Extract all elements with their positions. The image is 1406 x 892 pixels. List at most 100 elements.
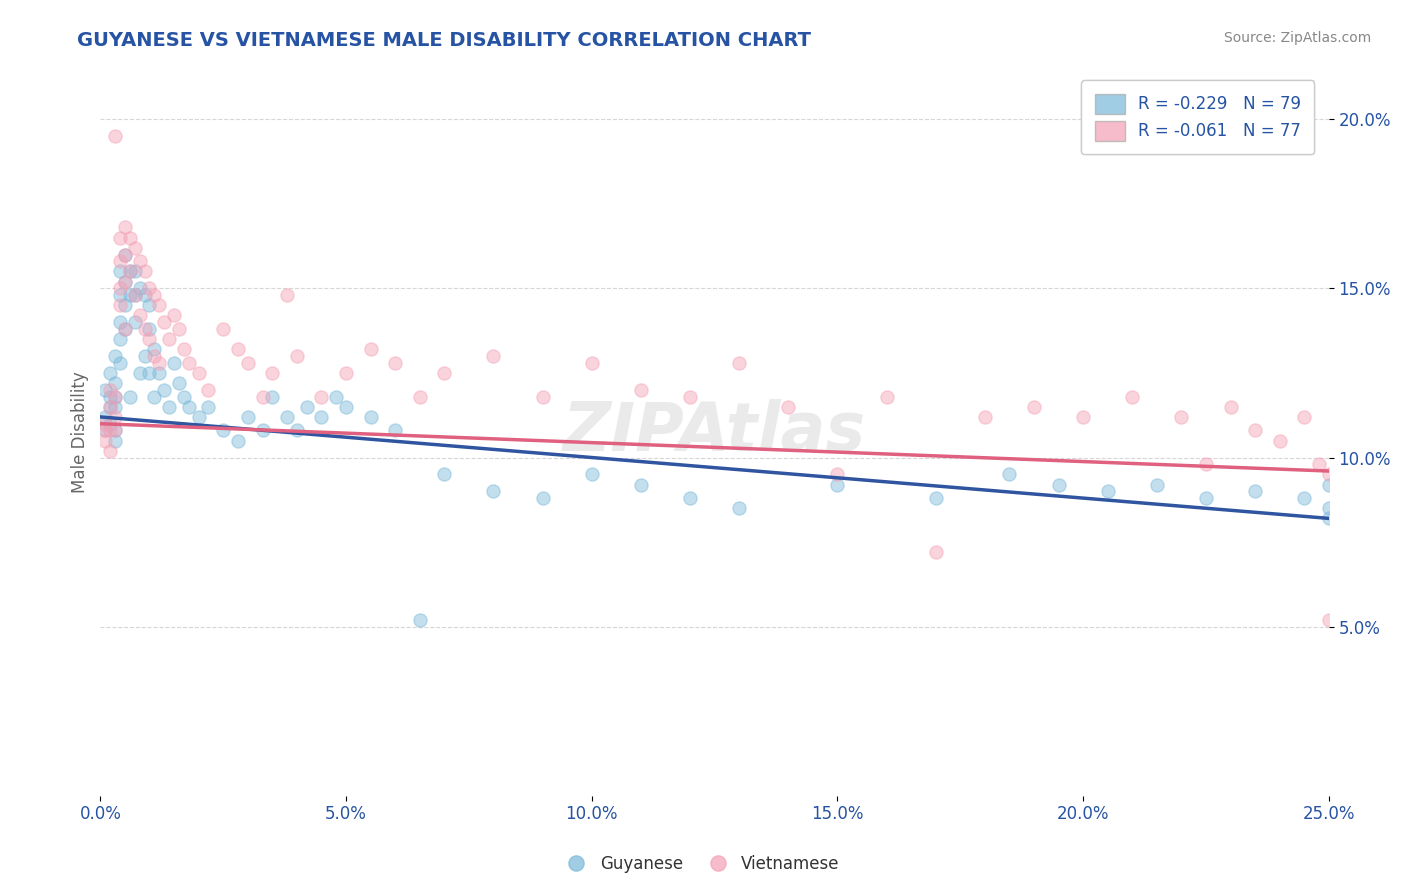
Point <box>108 332 131 346</box>
Text: ZIPAtlas: ZIPAtlas <box>562 399 866 465</box>
Point <box>104 424 127 438</box>
Point <box>262 366 284 380</box>
Point <box>262 390 284 404</box>
Point <box>581 356 603 370</box>
Point <box>157 400 180 414</box>
Point <box>1317 477 1340 491</box>
Point <box>1219 400 1241 414</box>
Point <box>177 356 200 370</box>
Point <box>1294 491 1316 505</box>
Point <box>108 356 131 370</box>
Point <box>124 288 146 302</box>
Point <box>118 230 141 244</box>
Point <box>1047 477 1070 491</box>
Point <box>1071 409 1094 424</box>
Point <box>285 424 308 438</box>
Point <box>98 424 121 438</box>
Point <box>98 400 121 414</box>
Point <box>124 241 146 255</box>
Point <box>1268 434 1291 448</box>
Point <box>311 409 333 424</box>
Point <box>108 288 131 302</box>
Point <box>581 467 603 482</box>
Point <box>1170 409 1192 424</box>
Point <box>94 424 117 438</box>
Text: Source: ZipAtlas.com: Source: ZipAtlas.com <box>1223 31 1371 45</box>
Point <box>285 349 308 363</box>
Point <box>98 383 121 397</box>
Point <box>1195 491 1218 505</box>
Point <box>335 400 357 414</box>
Point <box>679 491 702 505</box>
Point <box>108 298 131 312</box>
Point <box>827 467 849 482</box>
Point <box>827 477 849 491</box>
Point <box>679 390 702 404</box>
Point <box>148 366 170 380</box>
Point <box>134 264 156 278</box>
Point <box>163 309 186 323</box>
Point <box>173 390 195 404</box>
Point <box>531 390 554 404</box>
Point <box>167 322 190 336</box>
Point <box>148 356 170 370</box>
Point <box>728 356 751 370</box>
Point <box>128 281 150 295</box>
Point <box>128 309 150 323</box>
Point <box>1317 467 1340 482</box>
Point <box>138 322 160 336</box>
Point <box>104 434 127 448</box>
Point <box>409 390 432 404</box>
Point <box>104 349 127 363</box>
Legend: Guyanese, Vietnamese: Guyanese, Vietnamese <box>560 848 846 880</box>
Point <box>630 477 652 491</box>
Point <box>325 390 347 404</box>
Point <box>1146 477 1168 491</box>
Point <box>104 390 127 404</box>
Point <box>409 613 432 627</box>
Point <box>924 545 946 559</box>
Point <box>114 322 136 336</box>
Point <box>1121 390 1143 404</box>
Point <box>114 247 136 261</box>
Point <box>1317 613 1340 627</box>
Point <box>98 417 121 431</box>
Point <box>1317 511 1340 525</box>
Point <box>384 424 406 438</box>
Point <box>118 264 141 278</box>
Point <box>104 424 127 438</box>
Point <box>197 400 219 414</box>
Point <box>236 409 259 424</box>
Point <box>124 288 146 302</box>
Point <box>94 383 117 397</box>
Point <box>104 129 127 144</box>
Point <box>295 400 318 414</box>
Point <box>94 434 117 448</box>
Point <box>134 322 156 336</box>
Point <box>311 390 333 404</box>
Point <box>153 383 176 397</box>
Point <box>197 383 219 397</box>
Point <box>118 390 141 404</box>
Point <box>177 400 200 414</box>
Point <box>1308 457 1330 471</box>
Point <box>876 390 898 404</box>
Point <box>187 366 209 380</box>
Point <box>630 383 652 397</box>
Point <box>157 332 180 346</box>
Point <box>1294 409 1316 424</box>
Point <box>98 390 121 404</box>
Point <box>143 343 166 357</box>
Point <box>924 491 946 505</box>
Point <box>108 254 131 268</box>
Point <box>173 343 195 357</box>
Point <box>531 491 554 505</box>
Point <box>973 409 995 424</box>
Point <box>187 409 209 424</box>
Point <box>128 254 150 268</box>
Point <box>134 288 156 302</box>
Point <box>138 281 160 295</box>
Point <box>143 349 166 363</box>
Point <box>104 409 127 424</box>
Point <box>118 264 141 278</box>
